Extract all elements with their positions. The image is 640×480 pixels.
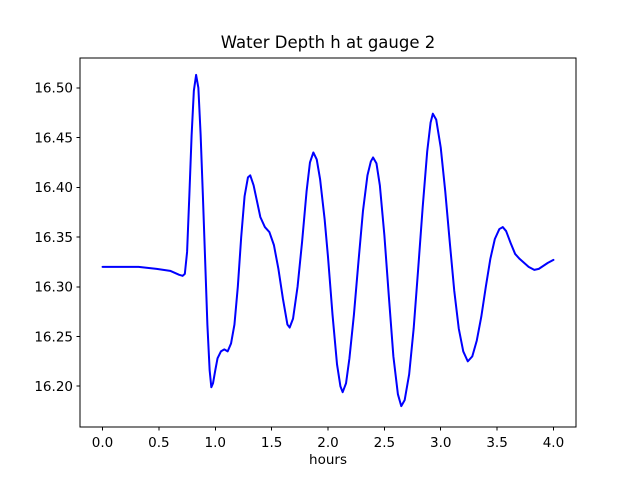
x-axis-label: hours <box>309 452 347 468</box>
y-tick-label: 16.30 <box>34 280 73 296</box>
x-tick-label: 4.0 <box>543 435 564 451</box>
x-tick-label: 2.5 <box>374 435 395 451</box>
y-tick-label: 16.50 <box>34 81 73 97</box>
y-tick-label: 16.40 <box>34 180 73 196</box>
x-tick-label: 3.0 <box>430 435 451 451</box>
x-tick-label: 1.5 <box>261 435 282 451</box>
chart-title: Water Depth h at gauge 2 <box>220 33 436 52</box>
y-tick-label: 16.20 <box>34 379 73 395</box>
x-tick-label: 2.0 <box>317 435 338 451</box>
x-tick-label: 3.5 <box>486 435 507 451</box>
data-line <box>101 73 555 408</box>
y-tick-label: 16.25 <box>34 329 73 345</box>
y-tick-label: 16.35 <box>34 230 73 246</box>
y-tick-label: 16.45 <box>34 130 73 146</box>
x-tick-label: 0.5 <box>148 435 169 451</box>
x-tick-label: 0.0 <box>92 435 113 451</box>
plot-area <box>80 58 576 427</box>
x-tick-label: 1.0 <box>205 435 226 451</box>
